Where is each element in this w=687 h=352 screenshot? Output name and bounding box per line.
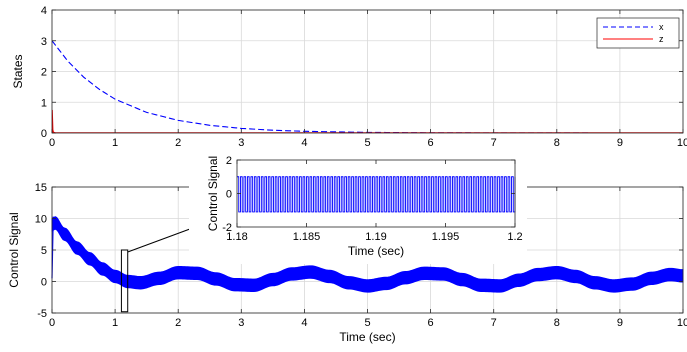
x-axis-label: Time (sec) <box>348 244 404 258</box>
y-tick-label: -2 <box>222 222 232 234</box>
zoom-box <box>120 249 129 313</box>
x-tick-label: 9 <box>617 137 623 149</box>
y-tick-label: 0 <box>41 277 47 289</box>
x-tick-label: 1.2 <box>507 231 522 243</box>
y-tick-label: 15 <box>35 182 47 194</box>
y-tick-label: 4 <box>41 5 47 17</box>
x-tick-label: 6 <box>428 317 434 329</box>
x-tick-label: 1.195 <box>432 231 460 243</box>
y-tick-label: 10 <box>35 214 47 226</box>
x-tick-label: 1.185 <box>293 231 321 243</box>
x-tick-label: 8 <box>554 317 560 329</box>
legend-label-z: z <box>659 34 664 44</box>
x-tick-label: 9 <box>617 317 623 329</box>
x-axis-label: Time (sec) <box>339 330 395 344</box>
x-tick-label: 5 <box>364 317 370 329</box>
zoom-arrow-line <box>127 225 199 253</box>
y-tick-label: 5 <box>41 245 47 257</box>
x-tick-label: 2 <box>175 317 181 329</box>
x-tick-label: 3 <box>238 317 244 329</box>
x-tick-label: 6 <box>428 137 434 149</box>
states-axes: xz 0 1 2 3 4 5 6 7 8 9 10 0 1 2 3 4 States <box>11 5 687 149</box>
legend-box <box>596 17 680 49</box>
x-tick-label: 0 <box>49 317 55 329</box>
y-axis-label: States <box>11 54 25 88</box>
x-tick-label: 3 <box>238 137 244 149</box>
y-tick-label: 1 <box>41 97 47 109</box>
x-tick-label: 4 <box>301 317 307 329</box>
y-tick-label: 0 <box>226 189 232 201</box>
inset-switching-signal <box>237 176 516 213</box>
y-tick-label: 2 <box>41 67 47 79</box>
y-tick-label: 3 <box>41 36 47 48</box>
x-tick-label: 7 <box>491 137 497 149</box>
x-tick-label: 2 <box>175 137 181 149</box>
x-tick-label: 8 <box>554 137 560 149</box>
x-tick-label: 4 <box>301 137 307 149</box>
legend-label-x: x <box>659 22 664 32</box>
y-axis-label: Control Signal <box>206 156 220 231</box>
x-tick-label: 1.18 <box>226 231 247 243</box>
x-tick-label: 1 <box>112 137 118 149</box>
x-tick-label: 1.19 <box>365 231 386 243</box>
x-tick-label: 10 <box>677 137 687 149</box>
x-tick-label: 10 <box>677 317 687 329</box>
x-tick-label: 5 <box>364 137 370 149</box>
y-axis-label: Control Signal <box>7 212 21 287</box>
series-z-line <box>52 109 683 133</box>
y-tick-label: 2 <box>226 155 232 167</box>
x-tick-label: 1 <box>112 317 118 329</box>
x-tick-label: 0 <box>49 137 55 149</box>
y-tick-label: 0 <box>41 128 47 140</box>
x-tick-label: 7 <box>491 317 497 329</box>
inset-axes: 1.18 1.185 1.19 1.195 1.2 -2 0 2 Time (sec) Contr… <box>189 152 527 264</box>
y-tick-label: -5 <box>37 308 47 320</box>
